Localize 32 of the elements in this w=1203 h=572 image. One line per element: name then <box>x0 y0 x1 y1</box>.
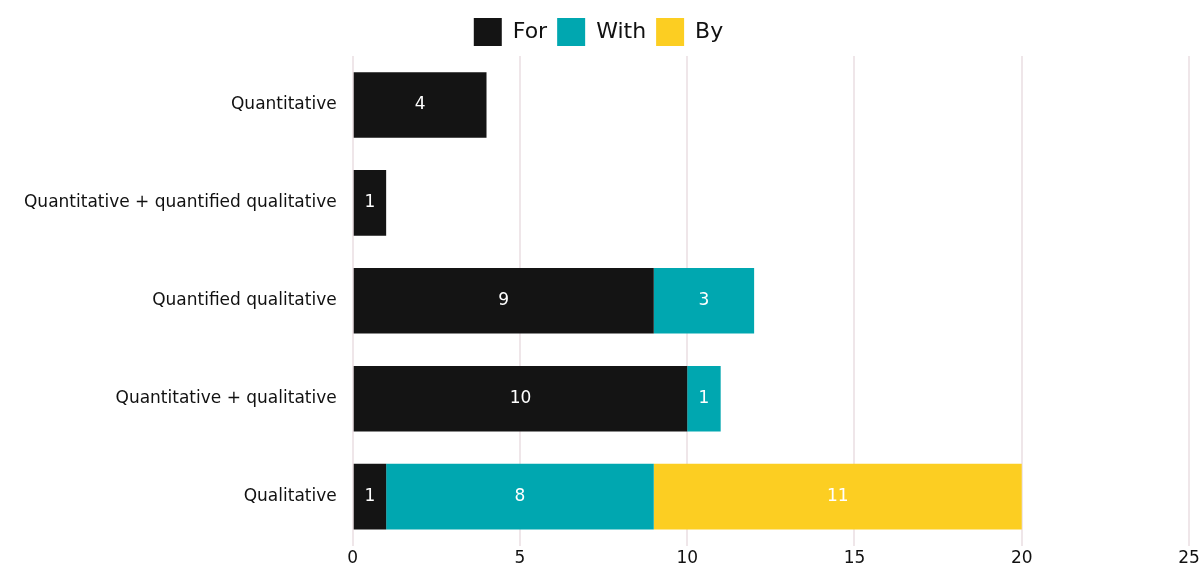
data-label: 11 <box>826 485 849 506</box>
y-tick-label: Qualitative <box>243 485 337 506</box>
legend-label: With <box>596 17 647 43</box>
x-tick-label: 5 <box>514 547 526 568</box>
bar <box>353 365 688 432</box>
data-label: 4 <box>414 93 426 114</box>
x-tick-label: 0 <box>347 547 359 568</box>
bar <box>386 463 654 530</box>
bar <box>353 72 487 138</box>
data-label: 10 <box>509 387 532 408</box>
bar <box>653 268 755 334</box>
y-tick-label: Quantified qualitative <box>152 289 337 310</box>
y-tick-label: Quantitative + qualitative <box>115 387 337 408</box>
bar <box>353 170 387 236</box>
data-label: 1 <box>698 387 710 408</box>
legend-label: By <box>695 17 724 43</box>
y-tick-label: Quantitative <box>230 93 337 114</box>
bar <box>353 463 387 530</box>
bar <box>687 365 721 432</box>
data-label: 8 <box>514 485 526 506</box>
x-tick-label: 20 <box>1010 547 1033 568</box>
data-label: 1 <box>364 485 376 506</box>
x-tick-label: 25 <box>1178 547 1200 568</box>
bar <box>353 268 654 334</box>
x-tick-label: 15 <box>843 547 866 568</box>
data-label: 1 <box>364 191 376 212</box>
data-label: 9 <box>498 289 510 310</box>
bar <box>653 463 1022 530</box>
x-tick-label: 10 <box>676 547 699 568</box>
legend-label: For <box>512 17 549 43</box>
y-tick-label: Quantitative + quantified qualitative <box>23 191 337 212</box>
data-label: 3 <box>698 289 710 310</box>
